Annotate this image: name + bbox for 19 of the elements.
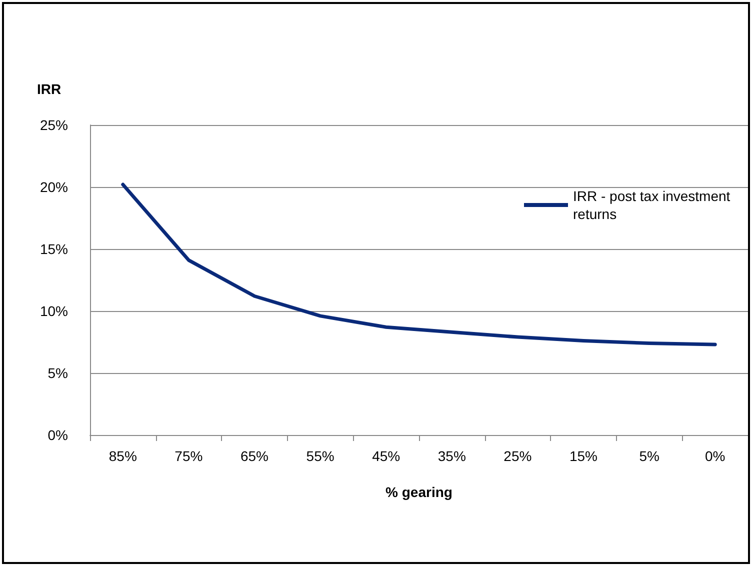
y-tick-label: 15% xyxy=(40,241,68,257)
y-tick-label: 5% xyxy=(48,365,68,381)
y-axis-title: IRR xyxy=(37,81,62,97)
y-tick-label: 25% xyxy=(40,117,68,133)
x-tick-label: 55% xyxy=(306,448,334,464)
x-tick-label: 85% xyxy=(108,448,137,464)
x-tick-label: 35% xyxy=(438,448,466,464)
x-tick-label: 75% xyxy=(174,448,203,464)
x-tick-label: 0% xyxy=(704,448,726,464)
y-tick-label: 10% xyxy=(40,303,68,319)
y-tick-label: 20% xyxy=(40,179,68,195)
legend-label: IRR - post tax investment returns xyxy=(573,188,734,222)
x-axis-title: % gearing xyxy=(386,484,452,500)
x-tick-label: 25% xyxy=(504,448,532,464)
x-tick-label: 45% xyxy=(372,448,400,464)
x-tick-label: 5% xyxy=(639,448,660,464)
y-tick-label: 0% xyxy=(48,427,68,443)
x-tick-label: 15% xyxy=(569,448,598,464)
x-tick-label: 65% xyxy=(240,448,269,464)
